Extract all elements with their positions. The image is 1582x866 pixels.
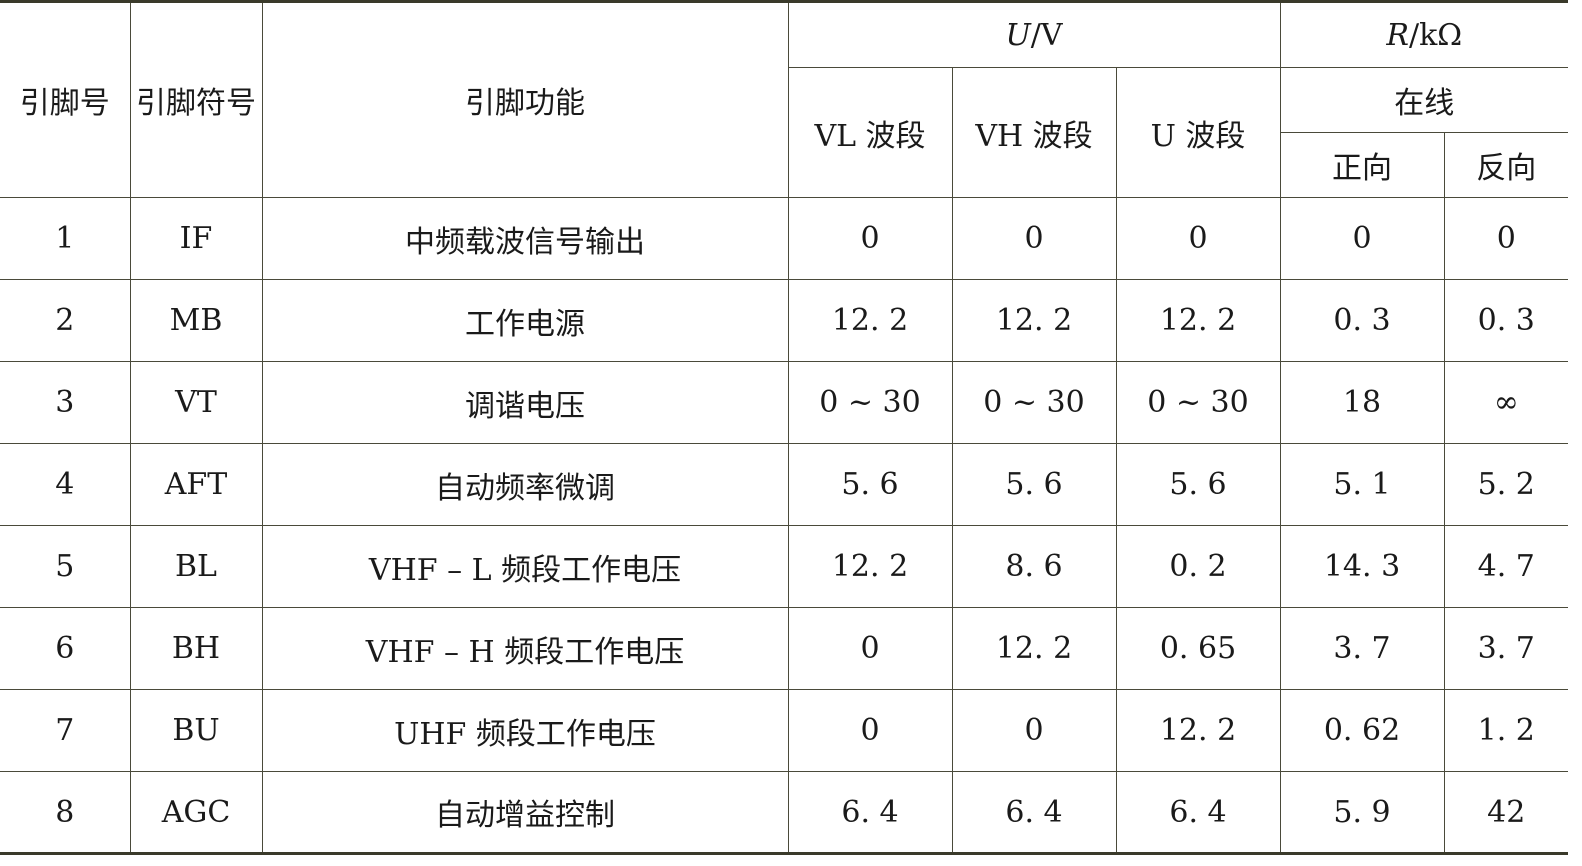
cell-function: 工作电源 (261, 279, 789, 362)
cell-forward: 5. 9 (1279, 771, 1445, 854)
cell-reverse: 0 (1443, 197, 1569, 280)
cell-forward: 5. 1 (1279, 443, 1445, 526)
cell-vh: 0 ~ 30 (951, 361, 1117, 444)
cell-forward: 18 (1279, 361, 1445, 444)
cell-u: 0 (1115, 197, 1281, 280)
header-voltage-group: U/V (787, 1, 1281, 68)
cell-vh: 12. 2 (951, 279, 1117, 362)
cell-function: 中频载波信号输出 (261, 197, 789, 280)
header-pin-symbol: 引脚符号 (129, 1, 263, 198)
resistance-symbol: R (1386, 17, 1409, 53)
cell-symbol: BL (129, 525, 263, 608)
cell-reverse: 5. 2 (1443, 443, 1569, 526)
header-online: 在线 (1279, 67, 1569, 133)
cell-vh: 0 (951, 689, 1117, 772)
cell-vl: 0 (787, 689, 953, 772)
table-row: 4 AFT 自动频率微调 5. 6 5. 6 5. 6 5. 1 5. 2 (0, 443, 1569, 526)
cell-vl: 0 ~ 30 (787, 361, 953, 444)
cell-u: 5. 6 (1115, 443, 1281, 526)
cell-reverse: 1. 2 (1443, 689, 1569, 772)
table-row: 8 AGC 自动增益控制 6. 4 6. 4 6. 4 5. 9 42 (0, 771, 1569, 854)
table-row: 1 IF 中频载波信号输出 0 0 0 0 0 (0, 197, 1569, 280)
cell-forward: 0. 62 (1279, 689, 1445, 772)
table-body: 1 IF 中频载波信号输出 0 0 0 0 0 2 MB 工作电源 12. 2 … (0, 197, 1569, 854)
table-row: 6 BH VHF – H 频段工作电压 0 12. 2 0. 65 3. 7 3… (0, 607, 1569, 690)
cell-u: 12. 2 (1115, 689, 1281, 772)
cell-vh: 8. 6 (951, 525, 1117, 608)
header-band-u: U 波段 (1115, 67, 1281, 198)
cell-vl: 12. 2 (787, 525, 953, 608)
cell-function: VHF – L 频段工作电压 (261, 525, 789, 608)
cell-symbol: VT (129, 361, 263, 444)
cell-vh: 5. 6 (951, 443, 1117, 526)
cell-u: 12. 2 (1115, 279, 1281, 362)
cell-symbol: IF (129, 197, 263, 280)
cell-reverse: 4. 7 (1443, 525, 1569, 608)
header-band-vl: VL 波段 (787, 67, 953, 198)
cell-symbol: AFT (129, 443, 263, 526)
cell-function: UHF 频段工作电压 (261, 689, 789, 772)
table-header: 引脚号 引脚符号 引脚功能 U/V R/kΩ VL 波段 VH 波段 U 波段 … (0, 1, 1569, 198)
cell-pin: 1 (0, 197, 131, 280)
table-row: 5 BL VHF – L 频段工作电压 12. 2 8. 6 0. 2 14. … (0, 525, 1569, 608)
cell-reverse: 42 (1443, 771, 1569, 854)
cell-symbol: MB (129, 279, 263, 362)
cell-pin: 2 (0, 279, 131, 362)
header-resistance-group: R/kΩ (1279, 1, 1569, 68)
cell-function: 自动频率微调 (261, 443, 789, 526)
cell-function: 调谐电压 (261, 361, 789, 444)
cell-vh: 6. 4 (951, 771, 1117, 854)
cell-vh: 0 (951, 197, 1117, 280)
cell-reverse: ∞ (1443, 361, 1569, 444)
header-reverse: 反向 (1443, 132, 1569, 198)
cell-u: 6. 4 (1115, 771, 1281, 854)
cell-pin: 4 (0, 443, 131, 526)
cell-reverse: 0. 3 (1443, 279, 1569, 362)
header-pin-function: 引脚功能 (261, 1, 789, 198)
cell-reverse: 3. 7 (1443, 607, 1569, 690)
cell-pin: 8 (0, 771, 131, 854)
cell-forward: 0. 3 (1279, 279, 1445, 362)
cell-vl: 6. 4 (787, 771, 953, 854)
table-row: 3 VT 调谐电压 0 ~ 30 0 ~ 30 0 ~ 30 18 ∞ (0, 361, 1569, 444)
voltage-unit: /V (1030, 17, 1063, 53)
voltage-symbol: U (1005, 17, 1031, 53)
cell-vl: 5. 6 (787, 443, 953, 526)
cell-symbol: AGC (129, 771, 263, 854)
resistance-unit: /kΩ (1408, 17, 1463, 53)
cell-function: 自动增益控制 (261, 771, 789, 854)
cell-pin: 3 (0, 361, 131, 444)
cell-forward: 14. 3 (1279, 525, 1445, 608)
header-forward: 正向 (1279, 132, 1445, 198)
pin-data-table: 引脚号 引脚符号 引脚功能 U/V R/kΩ VL 波段 VH 波段 U 波段 … (0, 0, 1569, 855)
cell-symbol: BU (129, 689, 263, 772)
cell-u: 0 ~ 30 (1115, 361, 1281, 444)
cell-vh: 12. 2 (951, 607, 1117, 690)
cell-pin: 6 (0, 607, 131, 690)
table-row: 7 BU UHF 频段工作电压 0 0 12. 2 0. 62 1. 2 (0, 689, 1569, 772)
cell-forward: 3. 7 (1279, 607, 1445, 690)
cell-symbol: BH (129, 607, 263, 690)
table-row: 2 MB 工作电源 12. 2 12. 2 12. 2 0. 3 0. 3 (0, 279, 1569, 362)
header-pin-no: 引脚号 (0, 1, 131, 198)
cell-forward: 0 (1279, 197, 1445, 280)
cell-pin: 5 (0, 525, 131, 608)
cell-vl: 0 (787, 197, 953, 280)
cell-vl: 0 (787, 607, 953, 690)
cell-function: VHF – H 频段工作电压 (261, 607, 789, 690)
cell-u: 0. 2 (1115, 525, 1281, 608)
cell-pin: 7 (0, 689, 131, 772)
cell-vl: 12. 2 (787, 279, 953, 362)
header-band-vh: VH 波段 (951, 67, 1117, 198)
cell-u: 0. 65 (1115, 607, 1281, 690)
